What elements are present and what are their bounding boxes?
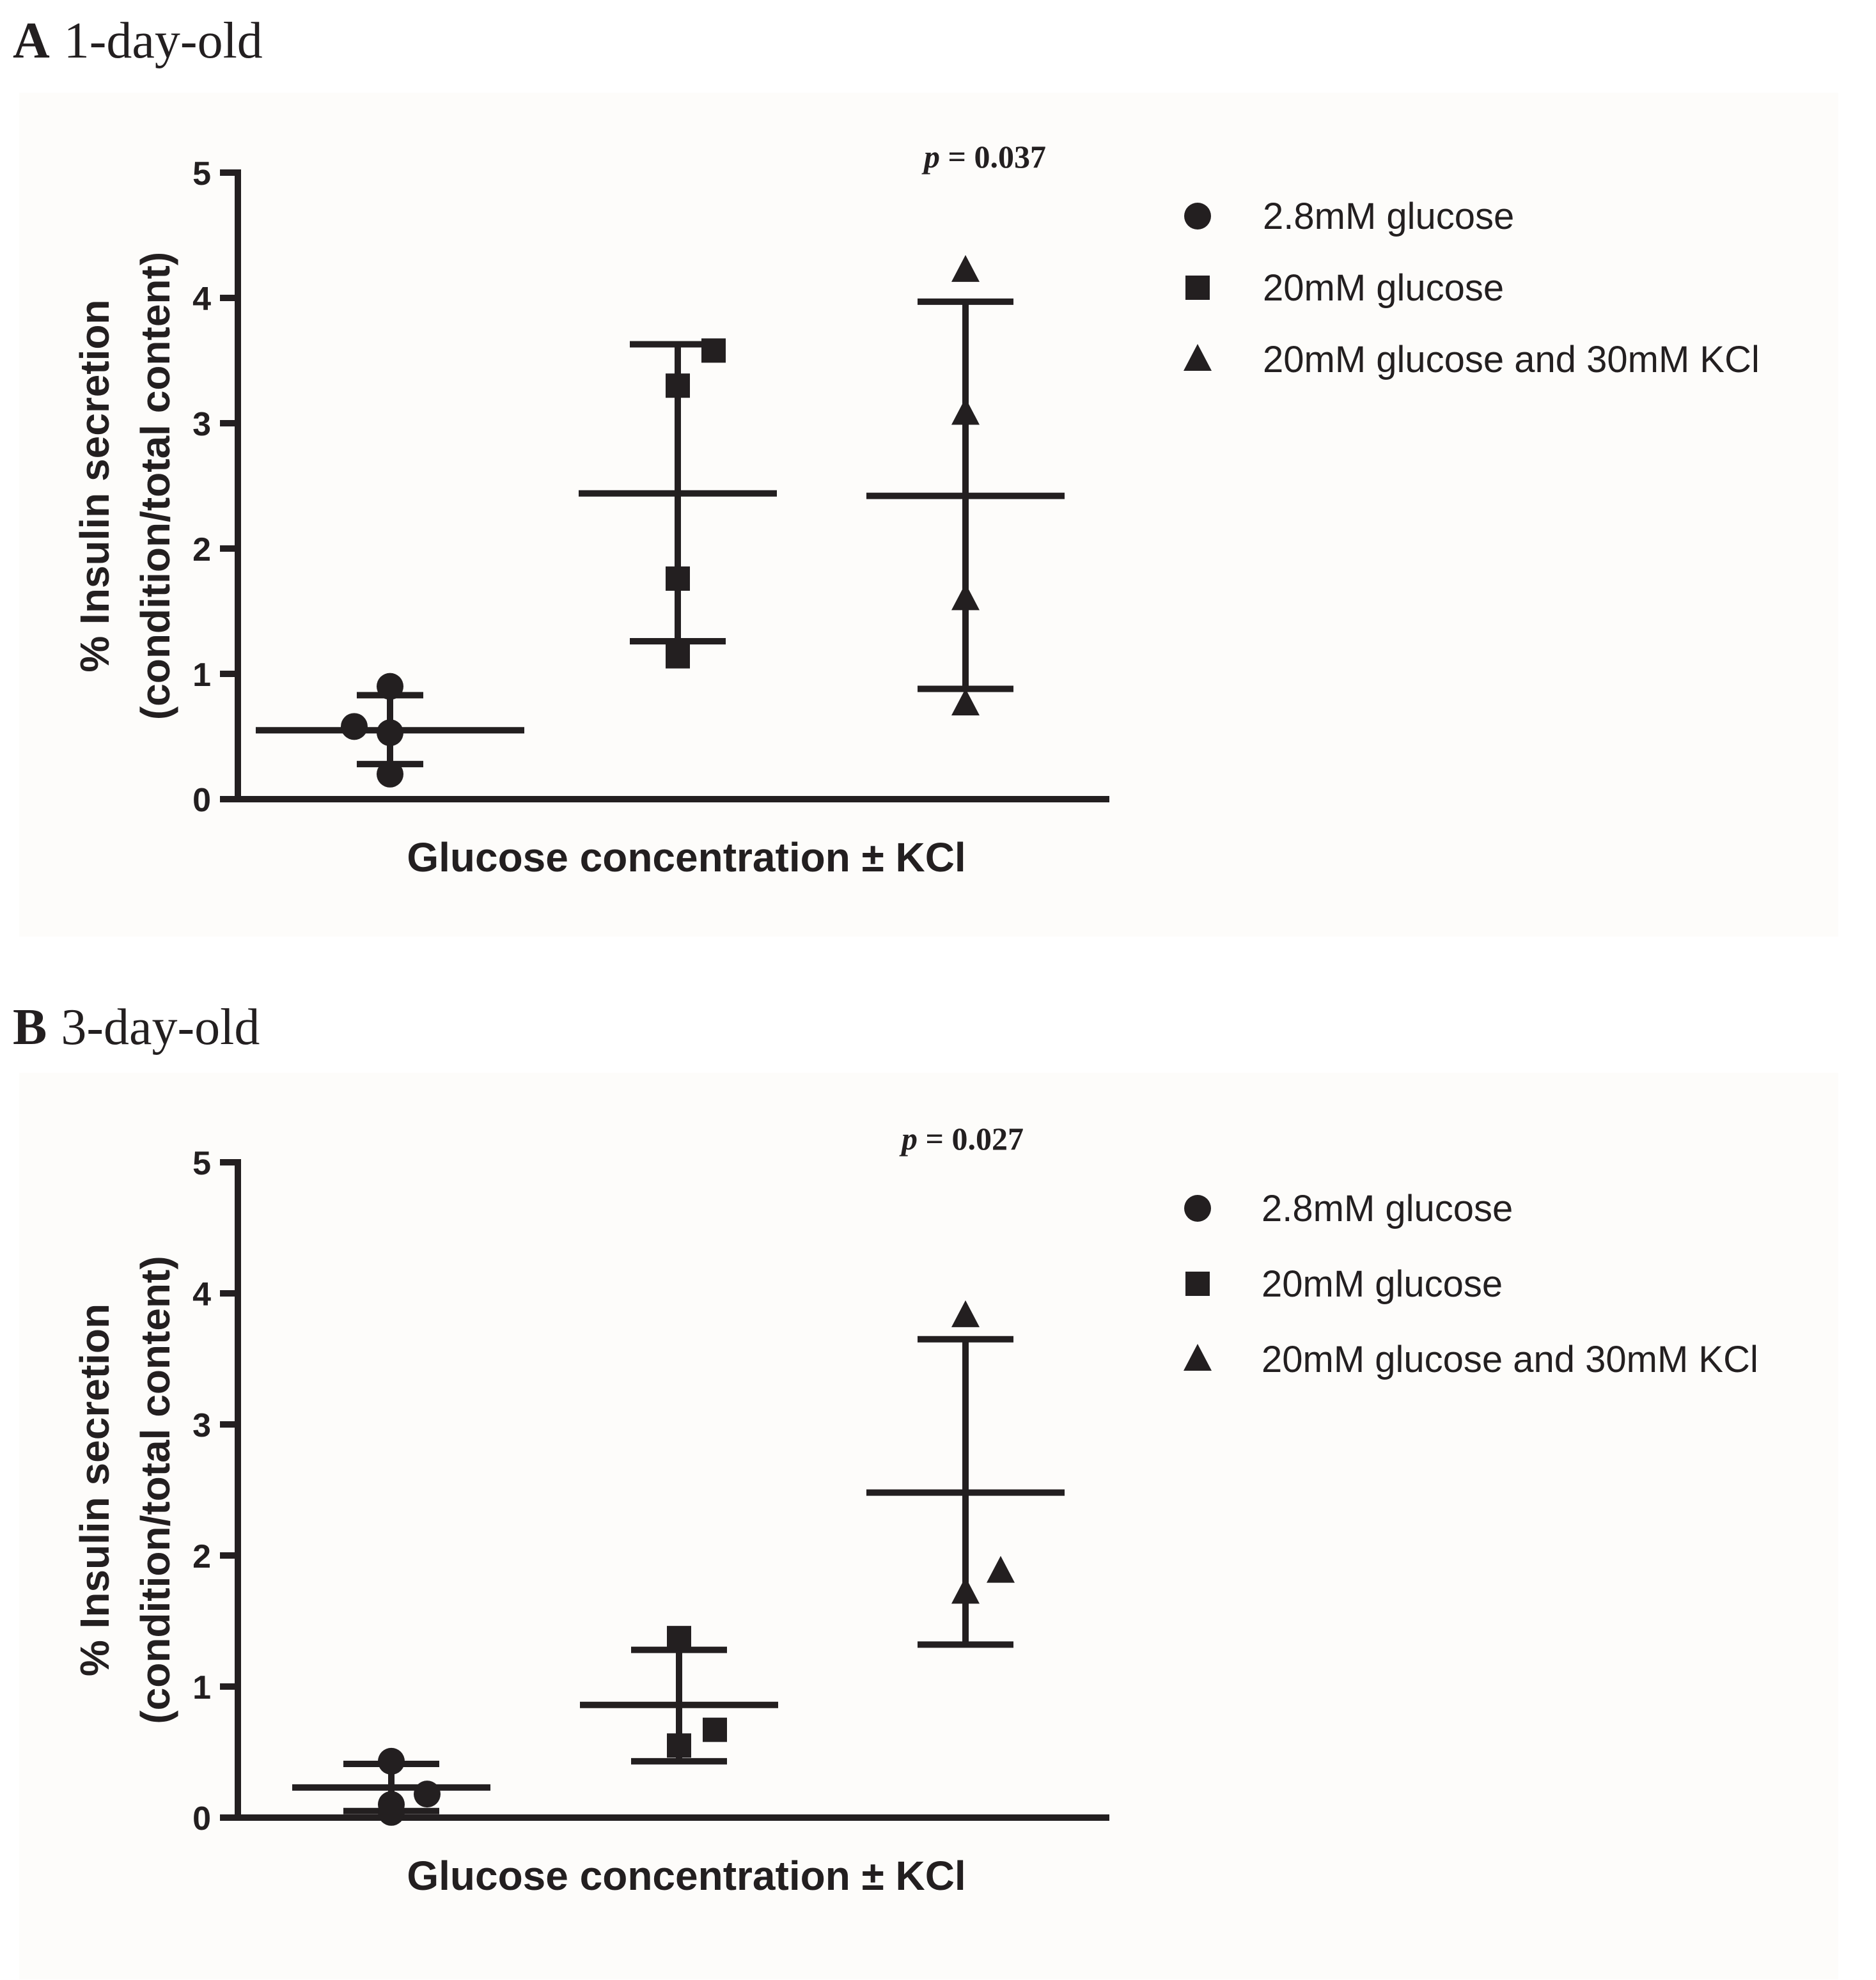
series-group bbox=[292, 1747, 490, 1826]
plot-background bbox=[19, 93, 1838, 937]
legend-label: 2.8mM glucose bbox=[1262, 1188, 1513, 1229]
legend-circle-icon bbox=[1184, 1195, 1211, 1222]
data-point-circle bbox=[378, 1747, 405, 1775]
x-axis-title: Glucose concentration ± KCl bbox=[407, 1853, 965, 1899]
p-value-annotation: p = 0.037 bbox=[921, 139, 1046, 175]
legend-label: 2.8mM glucose bbox=[1263, 196, 1514, 237]
data-point-square bbox=[667, 1626, 691, 1651]
y-tick-label: 4 bbox=[192, 1276, 211, 1313]
data-point-square bbox=[701, 338, 726, 363]
y-tick-label: 5 bbox=[192, 155, 211, 192]
data-point-square bbox=[703, 1717, 727, 1742]
chart-svg: B 3-day-old 0 1 2 3 4 5 Glucose concentration ± … bbox=[13, 999, 1838, 1979]
y-axis-title-line1: % Insulin secretion bbox=[72, 299, 118, 672]
y-tick-label: 3 bbox=[192, 1407, 211, 1444]
legend-item: 2.8mM glucose bbox=[1184, 1188, 1513, 1229]
data-point-circle bbox=[377, 673, 403, 700]
data-point-circle bbox=[414, 1781, 441, 1808]
data-point-triangle bbox=[951, 583, 980, 611]
p-value-text: = 0.037 bbox=[940, 139, 1046, 175]
y-tick-label: 3 bbox=[192, 406, 211, 443]
y-tick-label: 0 bbox=[192, 1800, 211, 1837]
legend-square-icon bbox=[1185, 1272, 1210, 1296]
legend-item: 20mM glucose bbox=[1185, 1263, 1503, 1305]
chart-svg: A 1-day-old 0 1 2 3 4 5 Glucose concentration ± … bbox=[13, 13, 1838, 937]
data-point-circle bbox=[377, 719, 403, 747]
legend-label: 20mM glucose bbox=[1263, 267, 1504, 309]
legend-triangle-icon bbox=[1184, 1344, 1212, 1371]
y-tick-label: 2 bbox=[192, 1538, 211, 1575]
panel-letter: B bbox=[13, 999, 47, 1056]
p-value-annotation: p = 0.027 bbox=[899, 1121, 1024, 1157]
data-point-square bbox=[666, 644, 690, 669]
panel-b: B 3-day-old 0 1 2 3 4 5 Glucose concentration ± … bbox=[0, 990, 1876, 1979]
legend-item: 20mM glucose and 30mM KCl bbox=[1184, 339, 1760, 380]
panel-heading: B 3-day-old bbox=[13, 999, 260, 1056]
data-point-triangle bbox=[951, 1300, 980, 1327]
p-value-text: = 0.027 bbox=[918, 1121, 1024, 1157]
y-axis-title-line1: % Insulin secretion bbox=[72, 1304, 118, 1676]
y-axis-title-line2: (condition/total content) bbox=[132, 252, 178, 720]
panel-title: 3-day-old bbox=[61, 999, 260, 1056]
plot-background bbox=[19, 1073, 1838, 1979]
legend-item: 20mM glucose and 30mM KCl bbox=[1184, 1339, 1758, 1380]
y-axis-title-line2: (condition/total content) bbox=[132, 1256, 178, 1724]
y-tick-label: 1 bbox=[192, 1669, 211, 1706]
data-point-circle bbox=[378, 1798, 405, 1826]
p-value-symbol: p bbox=[921, 139, 940, 175]
p-value-symbol: p bbox=[899, 1121, 918, 1157]
legend-triangle-icon bbox=[1184, 344, 1212, 371]
series-group bbox=[580, 1626, 778, 1765]
legend-label: 20mM glucose and 30mM KCl bbox=[1263, 339, 1760, 380]
data-point-triangle bbox=[951, 398, 980, 425]
y-tick-label: 2 bbox=[192, 531, 211, 568]
legend-label: 20mM glucose and 30mM KCl bbox=[1262, 1339, 1758, 1380]
data-point-square bbox=[666, 566, 690, 591]
y-tick-label: 1 bbox=[192, 657, 211, 694]
legend-item: 20mM glucose bbox=[1185, 267, 1504, 309]
series-group bbox=[256, 673, 524, 788]
x-axis-title: Glucose concentration ± KCl bbox=[407, 834, 965, 880]
data-point-triangle bbox=[951, 1577, 980, 1604]
panel-heading: A 1-day-old bbox=[13, 13, 263, 69]
panel-letter: A bbox=[13, 13, 50, 69]
legend-label: 20mM glucose bbox=[1262, 1263, 1503, 1305]
legend-square-icon bbox=[1185, 276, 1210, 300]
legend-item: 2.8mM glucose bbox=[1184, 196, 1514, 237]
data-point-triangle bbox=[987, 1555, 1015, 1583]
data-point-triangle bbox=[951, 254, 980, 282]
series-group bbox=[579, 338, 777, 669]
series-group bbox=[866, 254, 1065, 716]
data-point-square bbox=[667, 1733, 691, 1758]
data-point-triangle bbox=[951, 689, 980, 716]
y-tick-label: 5 bbox=[192, 1145, 211, 1182]
data-point-circle bbox=[341, 713, 368, 740]
y-tick-label: 0 bbox=[192, 782, 211, 819]
panel-title: 1-day-old bbox=[64, 13, 263, 69]
data-point-circle bbox=[377, 760, 403, 788]
data-point-square bbox=[666, 373, 690, 398]
y-tick-label: 4 bbox=[192, 281, 211, 318]
panel-a: A 1-day-old 0 1 2 3 4 5 Glucose concentration ± … bbox=[13, 13, 1838, 937]
series-group bbox=[866, 1300, 1065, 1648]
legend-circle-icon bbox=[1184, 203, 1211, 230]
